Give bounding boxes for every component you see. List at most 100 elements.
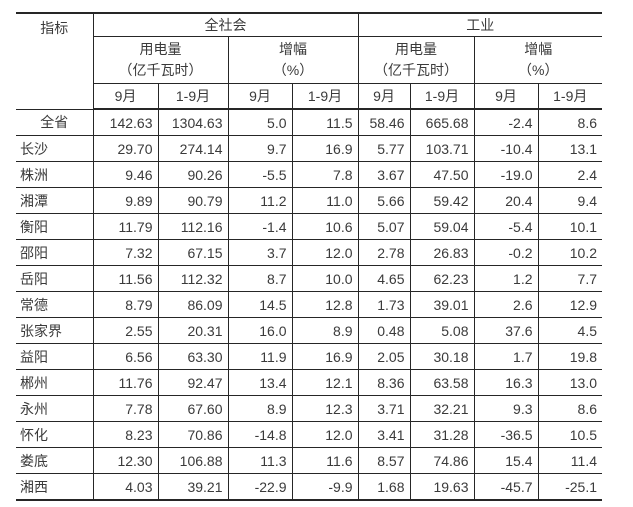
value-cell: 11.9 xyxy=(227,343,293,370)
value-cell: 8.7 xyxy=(227,265,293,292)
value-cell: -2.4 xyxy=(473,108,539,136)
value-cell: 12.0 xyxy=(291,421,359,448)
value-cell: 665.68 xyxy=(409,108,475,136)
value-cell: 11.5 xyxy=(291,108,359,136)
period-header: 9月 xyxy=(357,83,411,110)
value-cell: 11.79 xyxy=(92,213,159,240)
value-cell: 20.4 xyxy=(473,187,539,214)
table-row: 娄底 12.30 106.88 11.3 11.6 8.57 74.86 15.4 11.4 xyxy=(16,447,602,474)
value-cell: 106.88 xyxy=(157,447,229,474)
value-cell: 3.7 xyxy=(227,239,293,266)
value-cell: 12.30 xyxy=(92,447,159,474)
period-header: 9月 xyxy=(473,83,539,110)
region-label: 岳阳 xyxy=(16,265,94,292)
metric-header-growth-society: 增幅 （%） xyxy=(227,36,359,84)
region-label: 湘潭 xyxy=(16,187,94,214)
table-row: 邵阳 7.32 67.15 3.7 12.0 2.78 26.83 -0.2 10.2 xyxy=(16,239,602,266)
value-cell: 1304.63 xyxy=(157,108,229,136)
period-header: 9月 xyxy=(93,83,159,110)
region-label: 永州 xyxy=(16,395,94,422)
metric-label-line2: （亿千瓦时） xyxy=(118,62,203,78)
value-cell: 8.9 xyxy=(227,395,293,422)
table-row: 常德 8.79 86.09 14.5 12.8 1.73 39.01 2.6 12.9 xyxy=(16,291,602,318)
region-label: 全省 xyxy=(16,108,94,136)
value-cell: 13.4 xyxy=(227,369,293,396)
value-cell: 13.0 xyxy=(537,369,602,396)
value-cell: 12.1 xyxy=(291,369,359,396)
value-cell: 11.4 xyxy=(537,447,602,474)
value-cell: 2.78 xyxy=(357,239,411,266)
region-label: 常德 xyxy=(16,291,94,318)
region-label: 张家界 xyxy=(16,317,94,344)
value-cell: -36.5 xyxy=(473,421,539,448)
value-cell: 58.46 xyxy=(357,108,411,136)
metric-label-line1: 增幅 xyxy=(524,41,553,57)
value-cell: 12.3 xyxy=(291,395,359,422)
value-cell: 37.6 xyxy=(473,317,539,344)
value-cell: 1.68 xyxy=(357,473,411,501)
value-cell: 5.08 xyxy=(409,317,475,344)
value-cell: 8.6 xyxy=(537,108,602,136)
value-cell: 12.9 xyxy=(537,291,602,318)
value-cell: 11.56 xyxy=(92,265,159,292)
value-cell: 32.21 xyxy=(409,395,475,422)
group-header-industry: 工业 xyxy=(357,12,602,37)
value-cell: 62.23 xyxy=(409,265,475,292)
value-cell: 63.58 xyxy=(409,369,475,396)
value-cell: -25.1 xyxy=(537,473,602,501)
value-cell: 11.76 xyxy=(92,369,159,396)
metric-label-line1: 用电量 xyxy=(139,41,182,57)
value-cell: 47.50 xyxy=(409,161,475,188)
value-cell: 19.63 xyxy=(409,473,475,501)
value-cell: 39.01 xyxy=(409,291,475,318)
table-row: 怀化 8.23 70.86 -14.8 12.0 3.41 31.28 -36.5 10.5 xyxy=(16,421,602,448)
value-cell: 8.57 xyxy=(357,447,411,474)
value-cell: 112.32 xyxy=(157,265,229,292)
table-row: 岳阳 11.56 112.32 8.7 10.0 4.65 62.23 1.2 7.7 xyxy=(16,265,602,292)
value-cell: 9.4 xyxy=(537,187,602,214)
value-cell: 12.0 xyxy=(291,239,359,266)
region-label: 株洲 xyxy=(16,161,94,188)
metric-label-line2: （%） xyxy=(272,62,314,78)
metric-label-line2: （%） xyxy=(518,62,559,78)
value-cell: 9.89 xyxy=(92,187,159,214)
value-cell: 8.23 xyxy=(92,421,159,448)
value-cell: 67.60 xyxy=(157,395,229,422)
value-cell: 63.30 xyxy=(157,343,229,370)
value-cell: 92.47 xyxy=(157,369,229,396)
value-cell: 12.8 xyxy=(291,291,359,318)
value-cell: 3.71 xyxy=(357,395,411,422)
region-label: 邵阳 xyxy=(16,239,94,266)
table-body: 全省 142.63 1304.63 5.0 11.5 58.46 665.68 -2.4 8.6… xyxy=(16,108,602,501)
value-cell: 16.3 xyxy=(473,369,539,396)
metric-header-growth-industry: 增幅 （%） xyxy=(473,36,602,84)
metric-label-line1: 增幅 xyxy=(279,41,307,57)
value-cell: 112.16 xyxy=(157,213,229,240)
region-label: 郴州 xyxy=(16,369,94,396)
value-cell: 1.7 xyxy=(473,343,539,370)
value-cell: 90.79 xyxy=(157,187,229,214)
value-cell: 67.15 xyxy=(157,239,229,266)
value-cell: -45.7 xyxy=(473,473,539,501)
value-cell: 20.31 xyxy=(157,317,229,344)
value-cell: 31.28 xyxy=(409,421,475,448)
value-cell: 59.42 xyxy=(409,187,475,214)
value-cell: 8.6 xyxy=(537,395,602,422)
value-cell: 0.48 xyxy=(357,317,411,344)
value-cell: -10.4 xyxy=(473,135,539,162)
value-cell: 7.32 xyxy=(92,239,159,266)
value-cell: 1.73 xyxy=(357,291,411,318)
table-row: 湘西 4.03 39.21 -22.9 -9.9 1.68 19.63 -45.7 -25.1 xyxy=(16,473,602,501)
table-row: 全省 142.63 1304.63 5.0 11.5 58.46 665.68 -2.4 8.6 xyxy=(16,108,602,136)
value-cell: 11.0 xyxy=(291,187,359,214)
table-row: 湘潭 9.89 90.79 11.2 11.0 5.66 59.42 20.4 9.4 xyxy=(16,187,602,214)
value-cell: 9.3 xyxy=(473,395,539,422)
value-cell: 2.6 xyxy=(473,291,539,318)
value-cell: -0.2 xyxy=(473,239,539,266)
value-cell: 7.8 xyxy=(291,161,359,188)
value-cell: 14.5 xyxy=(227,291,293,318)
value-cell: 5.07 xyxy=(357,213,411,240)
metric-header-consumption-society: 用电量 （亿千瓦时） xyxy=(93,36,229,84)
header-row-groups: 指标 全社会 工业 xyxy=(16,12,602,110)
